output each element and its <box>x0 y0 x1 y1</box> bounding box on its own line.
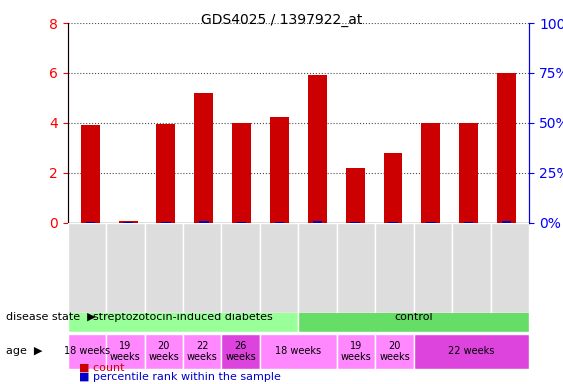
FancyBboxPatch shape <box>145 334 183 369</box>
Bar <box>502 221 511 223</box>
FancyBboxPatch shape <box>260 223 298 313</box>
FancyBboxPatch shape <box>106 223 145 313</box>
Bar <box>86 222 95 223</box>
FancyBboxPatch shape <box>183 223 221 313</box>
Text: 19
weeks: 19 weeks <box>341 341 372 362</box>
Text: age  ▶: age ▶ <box>6 346 42 356</box>
Text: 22
weeks: 22 weeks <box>187 341 217 362</box>
FancyBboxPatch shape <box>68 223 106 313</box>
FancyBboxPatch shape <box>414 223 452 313</box>
Bar <box>426 222 436 223</box>
Bar <box>199 222 208 223</box>
FancyBboxPatch shape <box>68 334 106 369</box>
FancyBboxPatch shape <box>260 334 337 369</box>
Bar <box>161 222 171 223</box>
FancyBboxPatch shape <box>337 334 376 369</box>
FancyBboxPatch shape <box>337 223 376 313</box>
Text: 26
weeks: 26 weeks <box>225 341 256 362</box>
Text: disease state  ▶: disease state ▶ <box>6 312 95 322</box>
Bar <box>275 222 284 223</box>
FancyBboxPatch shape <box>298 223 337 313</box>
Text: GDS4025 / 1397922_at: GDS4025 / 1397922_at <box>201 13 362 27</box>
Bar <box>81 125 100 223</box>
Text: control: control <box>395 312 433 322</box>
Bar <box>497 73 516 223</box>
Bar <box>383 153 403 223</box>
Bar <box>312 221 322 223</box>
Text: 20
weeks: 20 weeks <box>379 341 410 362</box>
FancyBboxPatch shape <box>145 223 183 313</box>
Text: ■ percentile rank within the sample: ■ percentile rank within the sample <box>79 372 281 382</box>
Bar <box>388 222 397 223</box>
Bar <box>464 222 473 223</box>
FancyBboxPatch shape <box>298 301 529 332</box>
Text: 18 weeks: 18 weeks <box>64 346 110 356</box>
Bar <box>237 222 247 223</box>
Bar <box>350 222 360 223</box>
FancyBboxPatch shape <box>414 334 529 369</box>
FancyBboxPatch shape <box>221 334 260 369</box>
Text: 22 weeks: 22 weeks <box>448 346 495 356</box>
FancyBboxPatch shape <box>491 223 529 313</box>
FancyBboxPatch shape <box>106 334 145 369</box>
Text: streptozotocin-induced diabetes: streptozotocin-induced diabetes <box>93 312 273 322</box>
Bar <box>232 123 251 223</box>
Bar <box>346 168 365 223</box>
Bar <box>421 123 440 223</box>
Text: 19
weeks: 19 weeks <box>110 341 141 362</box>
FancyBboxPatch shape <box>452 223 491 313</box>
Bar <box>459 123 478 223</box>
FancyBboxPatch shape <box>183 334 221 369</box>
FancyBboxPatch shape <box>68 301 298 332</box>
Bar <box>270 117 289 223</box>
Text: 20
weeks: 20 weeks <box>149 341 179 362</box>
FancyBboxPatch shape <box>221 223 260 313</box>
Bar <box>308 76 327 223</box>
Bar <box>119 222 137 223</box>
Bar <box>157 124 176 223</box>
Text: 18 weeks: 18 weeks <box>275 346 321 356</box>
Text: ■ count: ■ count <box>79 362 124 372</box>
FancyBboxPatch shape <box>376 223 414 313</box>
Bar <box>194 93 213 223</box>
FancyBboxPatch shape <box>376 334 414 369</box>
